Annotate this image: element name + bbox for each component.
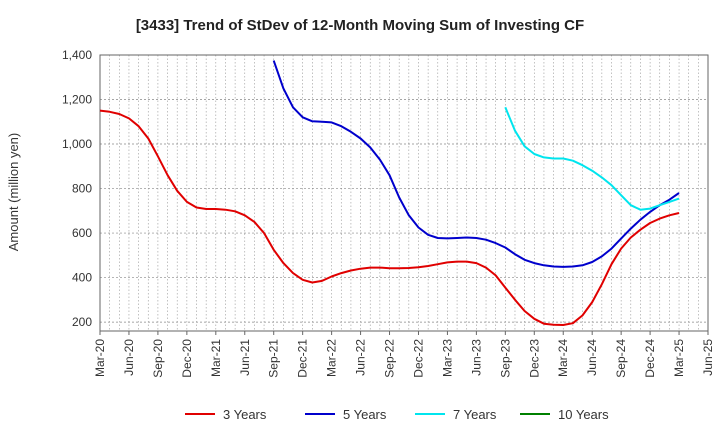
x-tick-label: Dec-24	[643, 339, 657, 378]
series-line-7-years	[504, 106, 680, 211]
x-tick-label: Dec-22	[411, 339, 425, 378]
x-tick-label: Mar-20	[93, 339, 107, 377]
x-tick-label: Sep-24	[614, 339, 628, 378]
legend-label-10-years: 10 Years	[558, 407, 609, 422]
plot-border	[99, 54, 709, 332]
plot-area: 200 400 600 800 1,000 1,200 1,400 Mar-20 Jun-20 S…	[62, 48, 715, 378]
x-tick-label: Mar-22	[325, 339, 339, 377]
x-tick-label: Dec-20	[180, 339, 194, 378]
y-tick-label: 200	[72, 315, 92, 329]
x-tick-label: Sep-21	[267, 339, 281, 378]
y-tick-label: 1,000	[62, 137, 92, 151]
x-tick-label: Sep-20	[151, 339, 165, 378]
y-tick-label: 1,400	[62, 48, 92, 62]
legend-label-3-years: 3 Years	[223, 407, 267, 422]
chart-title: [3433] Trend of StDev of 12-Month Moving…	[136, 17, 584, 34]
x-tick-label: Mar-23	[440, 339, 454, 377]
x-tick-label: Mar-25	[672, 339, 686, 377]
x-tick-label: Jun-22	[354, 339, 368, 376]
x-tick-label: Jun-21	[238, 339, 252, 376]
x-tick-label: Mar-21	[209, 339, 223, 377]
x-tick-label: Dec-21	[296, 339, 310, 378]
x-tick-label: Dec-23	[527, 339, 541, 378]
y-tick-label: 600	[72, 226, 92, 240]
y-tick-label: 400	[72, 271, 92, 285]
x-tick-label: Sep-23	[498, 339, 512, 378]
x-tick-label: Jun-25	[701, 339, 715, 376]
x-tick-label: Jun-24	[585, 339, 599, 376]
y-tick-label: 800	[72, 182, 92, 196]
legend-label-7-years: 7 Years	[453, 407, 497, 422]
legend-label-5-years: 5 Years	[343, 407, 387, 422]
y-axis-label: Amount (million yen)	[6, 133, 21, 252]
series-line-3-years	[99, 109, 680, 326]
y-tick-label: 1,200	[62, 93, 92, 107]
x-tick-label: Mar-24	[556, 339, 570, 377]
legend: 3 Years 5 Years 7 Years 10 Years	[185, 407, 609, 422]
x-tick-label: Jun-20	[122, 339, 136, 376]
series-line-5-years	[272, 60, 680, 268]
x-tick-label: Jun-23	[469, 339, 483, 376]
x-tick-label: Sep-22	[383, 339, 397, 378]
